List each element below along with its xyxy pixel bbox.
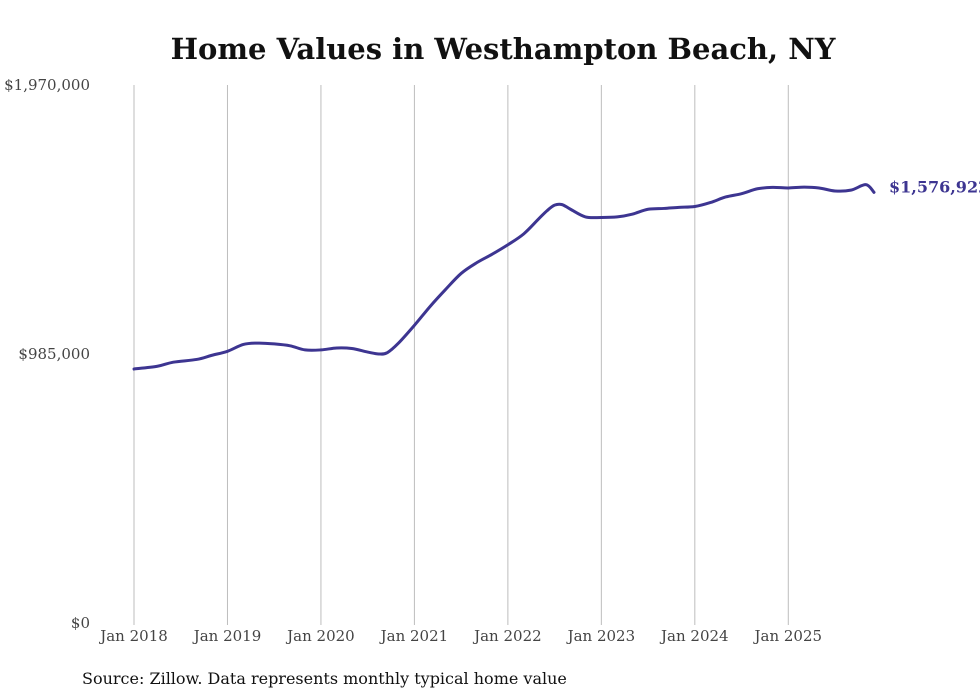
x-tick-label-4: Jan 2022 xyxy=(472,627,542,645)
x-tick-label-7: Jan 2025 xyxy=(753,627,823,645)
x-axis-tick-labels: Jan 2018 Jan 2019 Jan 2020 Jan 2021 Jan 2022… xyxy=(98,627,822,645)
y-axis-tick-labels: $0 $985,000 $1,970,000 xyxy=(4,76,90,632)
x-tick-label-3: Jan 2021 xyxy=(379,627,449,645)
y-tick-label-1: $985,000 xyxy=(18,345,90,363)
x-tick-label-1: Jan 2019 xyxy=(192,627,262,645)
x-tick-label-5: Jan 2023 xyxy=(566,627,636,645)
x-tick-label-6: Jan 2024 xyxy=(659,627,729,645)
y-tick-label-2: $1,970,000 xyxy=(4,76,90,94)
series-layer xyxy=(132,183,876,371)
x-tick-label-2: Jan 2020 xyxy=(285,627,355,645)
series-line-0 xyxy=(132,183,876,371)
x-tick-label-0: Jan 2018 xyxy=(98,627,168,645)
chart-title: Home Values in Westhampton Beach, NY xyxy=(171,32,836,66)
source-note: Source: Zillow. Data represents monthly … xyxy=(82,669,567,688)
vertical-gridlines xyxy=(133,85,789,625)
last-value-label: $1,576,922 xyxy=(889,177,980,196)
y-tick-label-0: $0 xyxy=(71,614,90,632)
